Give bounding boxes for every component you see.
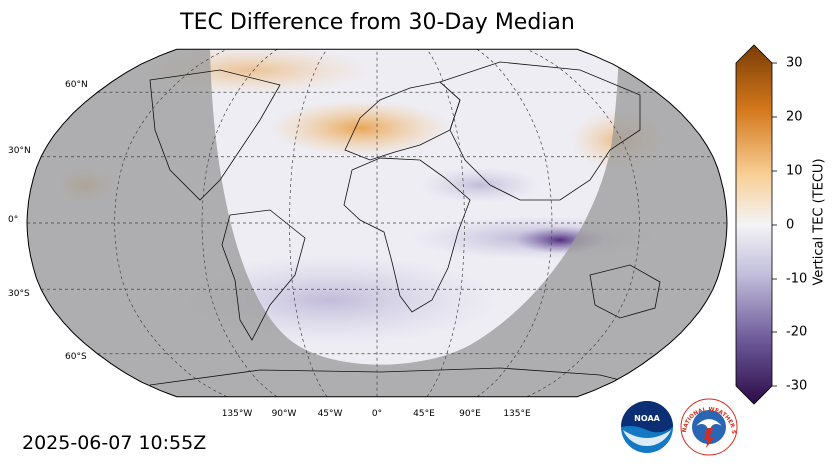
meridian--90 (201, 49, 278, 397)
noaa-logo-text: NOAA (634, 414, 660, 423)
colorbar-tick-0: 0 (786, 217, 795, 233)
lon-label-45e: 45°E (413, 409, 435, 419)
colorbar-tick-20: 20 (786, 109, 803, 125)
colorbar-tick-minus10: -10 (786, 271, 808, 287)
lat-label-30n: 30°N (8, 146, 31, 156)
south-america-outline (221, 209, 306, 341)
meridian-135 (527, 49, 640, 397)
lon-label-90w: 90°W (271, 409, 297, 419)
timestamp: 2025-06-07 10:55Z (22, 432, 207, 454)
lat-label-60s: 60°S (65, 352, 87, 362)
lon-label-90e: 90°E (459, 409, 481, 419)
colorbar-body (735, 44, 773, 405)
lat-label-30s: 30°S (8, 289, 30, 299)
colorbar-tick-10: 10 (786, 163, 803, 179)
asia-outline (439, 61, 641, 201)
colorbar-tick-30: 30 (786, 55, 803, 71)
anomaly-arabia-mild (420, 167, 540, 203)
night-shading (27, 49, 727, 397)
lon-label-135w: 135°W (221, 409, 253, 419)
lon-label-0: 0° (371, 409, 383, 419)
noaa-logo: NOAA (621, 401, 673, 453)
africa-outline (343, 157, 471, 313)
lon-label-45w: 45°W (317, 409, 343, 419)
meridian-45 (426, 49, 465, 397)
colorbar-label: Vertical TEC (TECU) (811, 158, 827, 286)
north-america-outline (149, 69, 281, 201)
antarctica-outline (149, 367, 641, 386)
chart-title: TEC Difference from 30-Day Median (180, 10, 575, 35)
globe-outline (26, 48, 728, 398)
continents (149, 61, 661, 386)
anomaly-europe-positive (270, 100, 450, 156)
graticule (27, 49, 727, 397)
colorbar (735, 44, 777, 405)
lat-label-60n: 60°N (65, 80, 88, 90)
colorbar-tick-minus20: -20 (786, 324, 808, 340)
lat-label-0: 0° (8, 215, 19, 225)
lon-label-135e: 135°E (503, 409, 531, 419)
meridian--45 (289, 49, 328, 397)
meridian-90 (476, 49, 553, 397)
colorbar-tick-minus30: -30 (786, 378, 808, 394)
australia-outline (589, 264, 661, 319)
globe (27, 49, 727, 397)
colorbar-ticks (772, 62, 777, 387)
meridian--135 (114, 49, 227, 397)
nws-logo: NATIONAL WEATHER SERVICE (680, 398, 738, 456)
